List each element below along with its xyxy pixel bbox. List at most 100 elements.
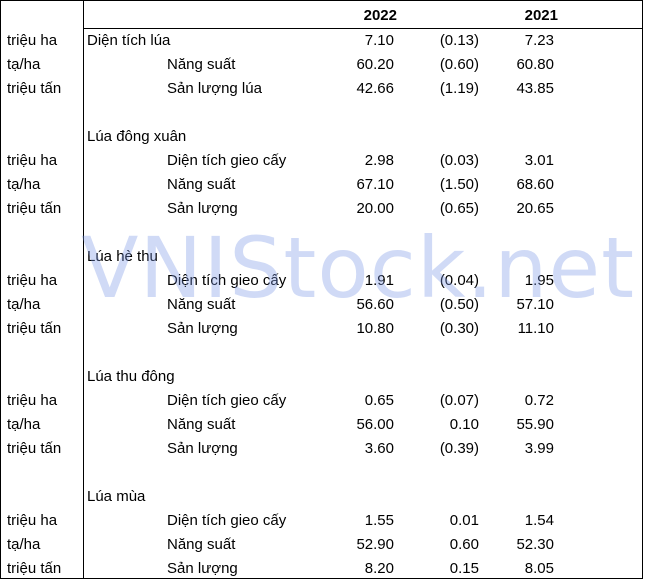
value-2022-cell: 67.10 [356,176,394,193]
change-cell: (0.03) [439,152,479,169]
label-cell: Năng suất [167,176,236,193]
label-cell: Năng suất [167,56,236,73]
value-2021-cell: 0.72 [524,392,554,409]
label-cell: Diện tích lúa [87,32,171,49]
unit-cell: tạ/ha [7,176,41,193]
table-row: tạ/ha Năng suất 52.90 0.60 52.30 [1,533,642,557]
unit-cell: tạ/ha [7,416,41,433]
table-row: triệu tấn Sản lượng lúa 42.66 (1.19) 43.85 [1,77,642,101]
value-2022-cell: 2.98 [364,152,394,169]
value-2021-cell: 60.80 [516,56,554,73]
table-row: tạ/ha Năng suất 56.00 0.10 55.90 [1,413,642,437]
unit-cell: tạ/ha [7,536,41,553]
unit-cell: triệu tấn [7,80,62,97]
unit-cell: triệu ha [7,392,58,409]
value-2021-cell: 20.65 [516,200,554,217]
label-cell: Năng suất [167,536,236,553]
value-2021-cell: 68.60 [516,176,554,193]
table-row: triệu ha Diện tích gieo cấy 1.55 0.01 1.54 [1,509,642,533]
table-row: tạ/ha Năng suất 60.20 (0.60) 60.80 [1,53,642,77]
value-2022-cell: 60.20 [356,56,394,73]
year-2021-header: 2021 [524,7,558,24]
label-cell: Sản lượng lúa [167,80,262,97]
change-cell: 0.60 [449,536,479,553]
change-cell: (0.30) [439,320,479,337]
change-cell: 0.01 [449,512,479,529]
table-row: triệu tấn Sản lượng 10.80 (0.30) 11.10 [1,317,642,341]
change-cell: (1.50) [439,176,479,193]
unit-cell: triệu ha [7,152,58,169]
change-cell: (0.04) [439,272,479,289]
table-row [1,101,642,125]
value-2021-cell: 11.10 [517,320,554,337]
value-2021-cell: 43.85 [516,80,554,97]
table-row: triệu ha Diện tích gieo cấy 2.98 (0.03) 3.01 [1,149,642,173]
unit-cell: triệu tấn [7,200,62,217]
value-2022-cell: 7.10 [364,32,394,49]
label-cell: Năng suất [167,416,236,433]
change-cell: 0.10 [449,416,479,433]
label-cell: Sản lượng [167,200,238,217]
label-cell: Lúa hè thu [87,248,158,265]
change-cell: 0.15 [449,560,479,577]
table-row: tạ/ha Năng suất 67.10 (1.50) 68.60 [1,173,642,197]
label-cell: Sản lượng [167,320,238,337]
value-2021-cell: 1.54 [524,512,554,529]
value-2022-cell: 42.66 [356,80,394,97]
table-row [1,461,642,485]
value-2021-cell: 3.01 [524,152,554,169]
table-row: triệu ha Diện tích gieo cấy 0.65 (0.07) 0.72 [1,389,642,413]
value-2021-cell: 1.95 [524,272,554,289]
table-row: triệu ha Diện tích lúa 7.10 (0.13) 7.23 [1,29,642,53]
unit-cell: triệu tấn [7,440,62,457]
value-2021-cell: 7.23 [524,32,554,49]
table-row: triệu tấn Sản lượng 8.20 0.15 8.05 [1,557,642,578]
label-cell: Sản lượng [167,440,238,457]
label-cell: Diện tích gieo cấy [167,272,287,289]
label-cell: Lúa mùa [87,488,146,505]
header-divider [83,28,642,29]
value-2021-cell: 3.99 [524,440,554,457]
unit-cell: triệu tấn [7,320,62,337]
change-cell: (0.39) [439,440,479,457]
value-2021-cell: 57.10 [516,296,554,313]
year-2022-header: 2022 [363,7,397,24]
change-cell: (0.13) [439,32,479,49]
value-2021-cell: 52.30 [516,536,554,553]
label-cell: Lúa thu đông [87,368,175,385]
table-row: Lúa mùa [1,485,642,509]
label-cell: Diện tích gieo cấy [167,512,287,529]
label-cell: Diện tích gieo cấy [167,152,287,169]
column-divider [83,1,84,578]
value-2022-cell: 56.60 [356,296,394,313]
table-row: Lúa thu đông [1,365,642,389]
value-2022-cell: 3.60 [364,440,394,457]
header-row: 2022 2021 [1,4,642,28]
table-row: triệu tấn Sản lượng 3.60 (0.39) 3.99 [1,437,642,461]
change-cell: (0.65) [439,200,479,217]
table-row [1,221,642,245]
value-2022-cell: 0.65 [364,392,394,409]
value-2022-cell: 1.55 [364,512,394,529]
label-cell: Sản lượng [167,560,238,577]
value-2022-cell: 20.00 [356,200,394,217]
change-cell: (0.07) [439,392,479,409]
value-2022-cell: 10.80 [356,320,394,337]
unit-cell: tạ/ha [7,56,41,73]
table-row: Lúa hè thu [1,245,642,269]
unit-cell: tạ/ha [7,296,41,313]
change-cell: (1.19) [439,80,479,97]
change-cell: (0.60) [439,56,479,73]
value-2021-cell: 8.05 [524,560,554,577]
unit-cell: triệu tấn [7,560,62,577]
unit-cell: triệu ha [7,272,58,289]
value-2022-cell: 8.20 [364,560,394,577]
table-row: triệu tấn Sản lượng 20.00 (0.65) 20.65 [1,197,642,221]
label-cell: Năng suất [167,296,236,313]
label-cell: Lúa đông xuân [87,128,187,145]
value-2022-cell: 52.90 [356,536,394,553]
value-2022-cell: 1.91 [364,272,394,289]
change-cell: (0.50) [439,296,479,313]
label-cell: Diện tích gieo cấy [167,392,287,409]
